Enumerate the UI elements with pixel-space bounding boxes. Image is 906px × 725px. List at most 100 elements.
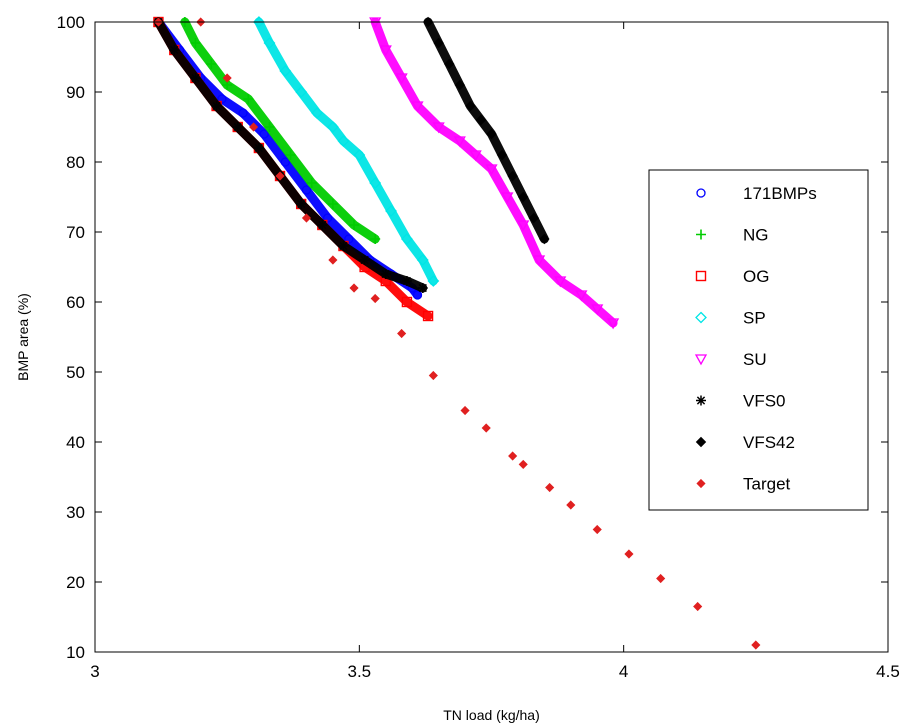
legend-item: VFS42: [695, 433, 795, 452]
data-point: [591, 304, 604, 316]
data-point: [190, 73, 201, 83]
series-SU: [369, 17, 620, 330]
data-point: [575, 290, 588, 302]
y-tick-label: 40: [66, 433, 85, 452]
data-point: [317, 220, 328, 230]
data-point: [656, 573, 666, 584]
data-point: [370, 293, 380, 304]
data-point: [337, 135, 350, 147]
data-point: [411, 101, 424, 113]
data-point: [280, 157, 290, 167]
data-point: [501, 192, 514, 204]
data-point: [253, 143, 264, 153]
data-point: [486, 128, 497, 140]
data-point: [301, 213, 312, 223]
data-point: [412, 290, 423, 300]
data-point: [496, 149, 508, 161]
data-point: [263, 37, 276, 49]
legend-label: SP: [743, 309, 766, 328]
data-point: [401, 276, 412, 286]
data-point: [481, 423, 491, 433]
data-point: [422, 310, 434, 322]
data-point: [624, 549, 634, 559]
data-point: [592, 524, 602, 535]
data-point: [296, 199, 307, 209]
y-axis-label: BMP area (%): [15, 293, 31, 381]
data-point: [211, 101, 222, 111]
series-VFS42: [422, 16, 550, 245]
legend-label: VFS42: [743, 433, 795, 452]
data-point: [252, 16, 265, 28]
data-point: [528, 212, 540, 224]
y-tick-label: 100: [57, 13, 85, 32]
legend-label: VFS0: [743, 392, 786, 411]
data-point: [206, 59, 217, 69]
data-point: [169, 45, 180, 55]
legend-marker: [694, 354, 708, 366]
legend-item: NG: [696, 226, 769, 245]
data-point: [275, 171, 285, 181]
data-point: [518, 191, 529, 203]
data-point: [443, 58, 455, 70]
data-point: [465, 100, 476, 112]
data-point: [353, 149, 366, 161]
data-point: [397, 328, 407, 339]
ticks-layer: 3 3.5 4 4.5 10 20 30 40 50 60 70 80 90 100: [57, 13, 900, 681]
y-tick-label: 50: [66, 363, 85, 382]
data-point: [606, 318, 620, 330]
data-point: [475, 114, 487, 126]
series-band: [423, 17, 549, 244]
data-point: [507, 170, 518, 182]
legend-label: OG: [743, 267, 769, 286]
data-point: [485, 164, 498, 176]
x-axis-label: TN load (kg/ha): [443, 707, 539, 723]
data-point: [279, 65, 292, 77]
data-point: [295, 86, 308, 98]
series-SP: [252, 16, 440, 287]
data-point: [349, 220, 360, 230]
data-point: [249, 122, 259, 132]
series-Target: [153, 17, 761, 650]
legend-item: 171BMPs: [696, 184, 817, 203]
data-point: [326, 121, 339, 133]
legend-label: 171BMPs: [743, 184, 817, 203]
data-point: [311, 107, 323, 119]
legend-marker: [696, 188, 706, 198]
data-point: [327, 199, 338, 209]
data-point: [370, 234, 381, 244]
legend-box: [648, 169, 869, 511]
data-point: [243, 94, 254, 104]
data-point: [190, 38, 201, 48]
legend-label: Target: [743, 475, 791, 494]
legend-item: Target: [696, 475, 791, 494]
data-point: [428, 370, 438, 381]
data-point: [344, 234, 354, 244]
legend-item: SU: [694, 350, 767, 369]
series-band: [254, 17, 438, 286]
plot-frame: [94, 21, 889, 653]
data-point: [416, 254, 429, 266]
series-band: [370, 17, 618, 328]
data-point: [264, 122, 275, 132]
x-tick-label: 4.5: [876, 662, 900, 681]
data-point: [508, 451, 518, 461]
y-tick-label: 80: [66, 153, 85, 172]
legend-label: NG: [743, 226, 769, 245]
y-tick-label: 10: [66, 643, 85, 662]
data-point: [328, 255, 338, 265]
y-tick-label: 20: [66, 573, 85, 592]
legend: 171BMPs NG OG SP SU VFS0 VFS42 Target: [648, 169, 869, 511]
data-point: [566, 500, 576, 510]
data-point: [532, 255, 546, 267]
data-point: [232, 122, 243, 132]
data-point: [322, 213, 333, 223]
y-tick-label: 90: [66, 83, 85, 102]
legend-marker: [695, 311, 707, 324]
data-point: [369, 177, 382, 189]
series-band: [153, 17, 428, 293]
data-point: [432, 122, 445, 134]
data-point: [469, 150, 482, 162]
data-point: [400, 233, 413, 245]
data-point: [217, 94, 227, 104]
